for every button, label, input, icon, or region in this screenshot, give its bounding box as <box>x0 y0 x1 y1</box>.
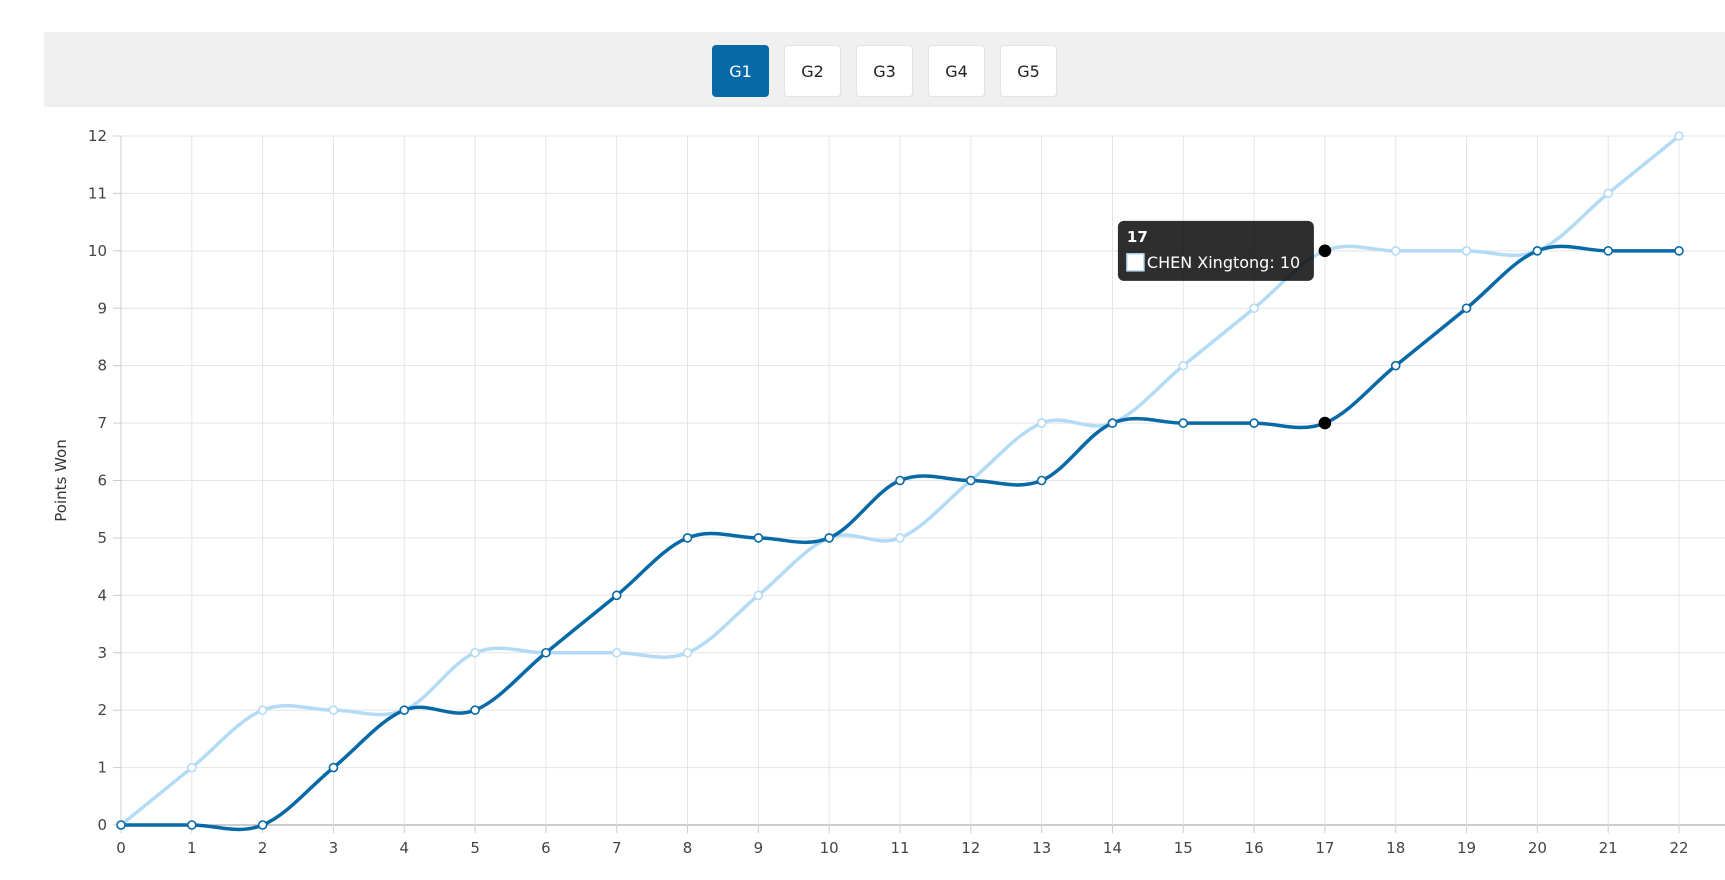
series-point-2 <box>1036 475 1047 486</box>
series-point-2 <box>753 533 764 543</box>
series-point-2 <box>1390 360 1401 371</box>
tooltip-swatch <box>1126 253 1145 272</box>
y-tick-label: 12 <box>88 127 107 145</box>
y-tick-label: 10 <box>88 242 107 260</box>
tooltip-box <box>1117 220 1314 281</box>
x-tick-label: 0 <box>116 839 126 857</box>
tab-g2[interactable]: G2 <box>784 45 841 97</box>
x-tick-label: 2 <box>258 839 268 857</box>
y-tick-label: 6 <box>97 472 107 490</box>
series-point-1 <box>1178 360 1189 371</box>
series-point-2 <box>399 705 410 715</box>
x-tick-label: 12 <box>961 839 980 857</box>
series-point-2 <box>116 820 126 830</box>
series-point-2 <box>895 475 905 486</box>
series-point-1 <box>1461 246 1472 256</box>
x-tick-label: 21 <box>1599 839 1618 857</box>
tooltip-label: CHEN Xingtong: 10 <box>1147 253 1300 272</box>
x-tick-label: 16 <box>1245 839 1264 857</box>
x-tick-label: 14 <box>1103 839 1122 857</box>
series-point-2 <box>682 533 693 543</box>
series-point-1 <box>1249 303 1259 314</box>
series-point-2 <box>824 533 834 543</box>
y-tick-label: 2 <box>97 701 107 719</box>
series-point-1 <box>257 705 268 715</box>
series-point-1 <box>328 705 339 715</box>
y-tick-label: 3 <box>97 644 107 662</box>
tooltip-title: 17 <box>1127 228 1148 246</box>
series-point-2 <box>328 762 339 773</box>
y-tick-label: 11 <box>88 184 107 202</box>
game-tab-bar: G1 G2 G3 G4 G5 <box>44 32 1725 107</box>
x-tick-label: 13 <box>1032 839 1051 857</box>
x-tick-label: 6 <box>541 839 551 857</box>
tab-g3[interactable]: G3 <box>856 45 913 97</box>
y-tick-label: 7 <box>97 414 107 432</box>
series-point-1 <box>611 647 622 658</box>
series-point-2 <box>470 705 480 715</box>
tab-g4[interactable]: G4 <box>928 45 985 97</box>
series-point-2 <box>1603 246 1613 256</box>
x-tick-label: 8 <box>683 839 693 857</box>
series-point-1 <box>1390 246 1401 256</box>
x-tick-label: 17 <box>1315 839 1334 857</box>
y-tick-label: 1 <box>97 759 107 777</box>
series-point-1 <box>1603 188 1613 199</box>
series-point-1 <box>470 647 480 658</box>
series-point-1 <box>895 533 905 543</box>
series-point-2 <box>1178 418 1189 428</box>
x-tick-label: 18 <box>1386 839 1405 857</box>
x-tick-label: 11 <box>890 839 909 857</box>
x-tick-label: 1 <box>187 839 197 857</box>
series-point-2 <box>611 590 622 601</box>
tab-g1[interactable]: G1 <box>712 45 769 97</box>
series-point-2 <box>1461 303 1472 314</box>
series-point-2 <box>541 647 551 658</box>
series-point-2 <box>257 820 268 830</box>
series-point-1 <box>753 590 764 601</box>
y-axis-label: Points Won <box>52 439 70 521</box>
series-point-2 <box>966 475 976 486</box>
y-tick-label: 9 <box>97 299 107 317</box>
tab-g5[interactable]: G5 <box>1000 45 1057 97</box>
chart-tooltip: 17 CHEN Xingtong: 10 <box>1117 220 1314 281</box>
series-point-1 <box>187 762 197 773</box>
chart-grid <box>120 135 1725 826</box>
series-point-2 <box>1674 246 1684 256</box>
y-tick-label: 5 <box>97 529 107 547</box>
y-tick-label: 8 <box>97 357 107 375</box>
series-point-2 <box>1107 418 1118 428</box>
game-tabs: G1 G2 G3 G4 G5 <box>44 45 1725 97</box>
x-tick-label: 9 <box>754 839 764 857</box>
series-point-2 <box>187 820 197 830</box>
series-point-1 <box>682 647 693 658</box>
series-point-2 <box>1532 246 1543 256</box>
y-tick-label: 4 <box>97 586 107 604</box>
x-tick-label: 4 <box>399 839 409 857</box>
x-tick-label: 5 <box>470 839 480 857</box>
series-point-2 <box>1318 416 1332 430</box>
x-tick-label: 19 <box>1457 839 1476 857</box>
x-tick-label: 3 <box>329 839 339 857</box>
chart-points <box>116 131 1684 830</box>
series-point-2 <box>1249 418 1259 428</box>
series-point-1 <box>1674 131 1684 141</box>
series-point-1 <box>1036 418 1047 428</box>
x-tick-label: 20 <box>1528 839 1547 857</box>
x-tick-label: 22 <box>1669 839 1688 857</box>
y-tick-label: 0 <box>97 816 107 834</box>
series-point-1 <box>1318 244 1332 258</box>
x-tick-label: 15 <box>1174 839 1193 857</box>
x-tick-label: 7 <box>612 839 622 857</box>
x-tick-label: 10 <box>820 839 839 857</box>
